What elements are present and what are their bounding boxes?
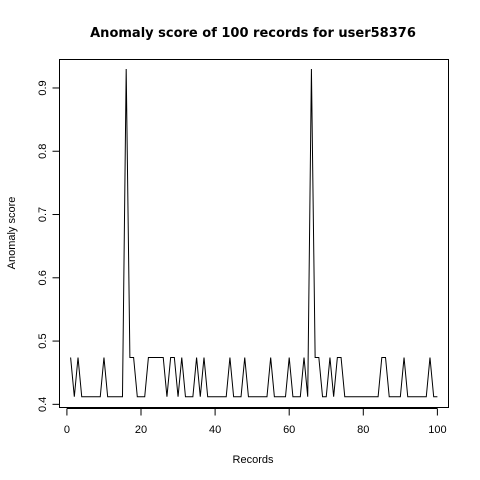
x-axis-label: Records — [233, 454, 274, 466]
y-axis-label: Anomaly score — [6, 197, 18, 270]
x-tick-label: 40 — [209, 424, 221, 436]
x-tick-label: 0 — [64, 424, 70, 436]
y-tick-label: 0.5 — [37, 333, 49, 348]
x-tick-label: 100 — [428, 424, 446, 436]
y-tick-label: 0.9 — [37, 80, 49, 95]
x-tick-label: 20 — [135, 424, 147, 436]
y-tick-label: 0.7 — [37, 207, 49, 222]
x-tick-label: 80 — [357, 424, 369, 436]
y-tick-label: 0.4 — [37, 397, 49, 412]
x-tick-label: 60 — [283, 424, 295, 436]
y-axis: 0.4 0.5 0.6 0.7 0.8 0.9 — [37, 80, 60, 412]
y-tick-label: 0.6 — [37, 270, 49, 285]
x-axis: 0 20 40 60 80 100 — [64, 408, 447, 436]
y-tick-label: 0.8 — [37, 144, 49, 159]
series-line-anomaly-score — [70, 68, 438, 398]
chart-title: Anomaly score of 100 records for user583… — [90, 26, 416, 41]
